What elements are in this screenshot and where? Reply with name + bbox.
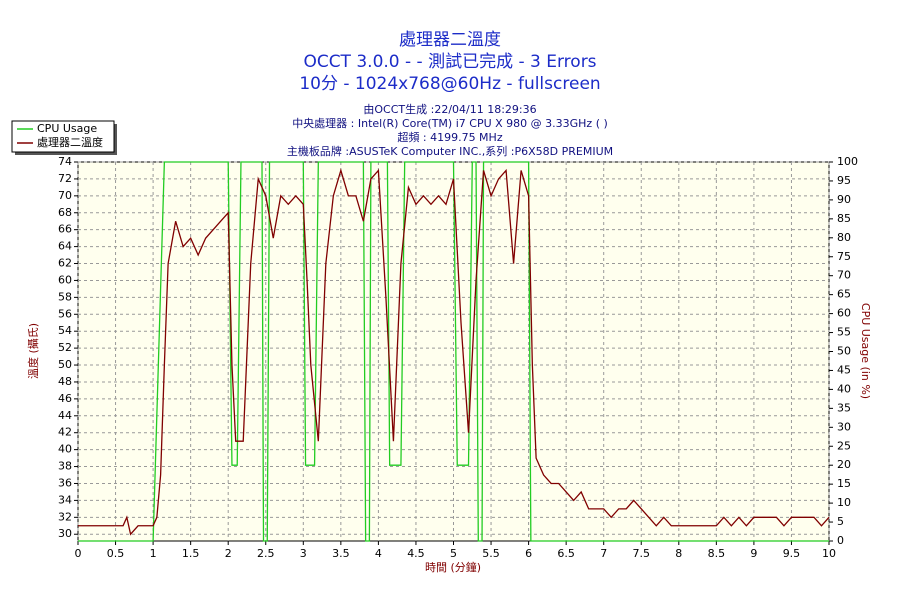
y-tick-label: 60: [58, 273, 72, 286]
chart-title: 處理器二溫度: [399, 30, 501, 50]
y-tick-label: 30: [58, 527, 72, 540]
y-tick-label: 66: [58, 223, 72, 236]
y-tick-label: 74: [58, 155, 72, 168]
x-tick-label: 2.5: [257, 547, 275, 560]
y2-tick-label: 20: [837, 458, 851, 471]
y-tick-label: 68: [58, 206, 72, 219]
x-tick-label: 0.5: [107, 547, 125, 560]
x-tick-label: 9: [750, 547, 757, 560]
chart-subtitle: OCCT 3.0.0 - - 測試已完成 - 3 Errors: [303, 52, 596, 72]
x-tick-label: 0: [75, 547, 82, 560]
y2-tick-label: 70: [837, 269, 851, 282]
x-tick-label: 6.5: [557, 547, 575, 560]
data-line: [78, 168, 830, 536]
legend-label: 處理器二溫度: [37, 135, 103, 149]
y2-tick-label: 60: [837, 307, 851, 320]
y-tick-label: 62: [58, 257, 72, 270]
x-tick-label: 5.5: [482, 547, 500, 560]
x-tick-label: 7: [600, 547, 607, 560]
y2-tick-label: 5: [837, 515, 844, 528]
y2-tick-label: 30: [837, 420, 851, 433]
x-tick-label: 5: [450, 547, 457, 560]
x-tick-label: 7.5: [633, 547, 651, 560]
x-tick-label: 1: [150, 547, 157, 560]
y2-tick-label: 95: [837, 174, 851, 187]
y2-tick-label: 100: [837, 155, 858, 168]
x-tick-label: 8: [675, 547, 682, 560]
y-tick-label: 54: [58, 324, 72, 337]
y-tick-label: 44: [58, 409, 72, 422]
y-tick-label: 58: [58, 290, 72, 303]
y2-tick-label: 0: [837, 534, 844, 547]
y2-tick-label: 40: [837, 382, 851, 395]
y-tick-label: 46: [58, 392, 72, 405]
y2-tick-label: 15: [837, 477, 851, 490]
x-tick-label: 3.5: [332, 547, 350, 560]
y-tick-label: 70: [58, 189, 72, 202]
y-tick-label: 52: [58, 341, 72, 354]
chart-subtitle: 10分 - 1024x768@60Hz - fullscreen: [299, 74, 600, 94]
y-tick-label: 50: [58, 358, 72, 371]
y2-axis-label: CPU Usage (in %): [859, 303, 872, 399]
y2-tick-label: 55: [837, 326, 851, 339]
y2-tick-label: 25: [837, 439, 851, 452]
x-tick-label: 3: [300, 547, 307, 560]
legend-label: CPU Usage: [37, 122, 97, 135]
info-line: 主機板品牌 :ASUSTeK Computer INC.,系列 :P6X58D …: [287, 144, 613, 158]
y2-tick-label: 65: [837, 288, 851, 301]
info-line: 中央處理器 : Intel(R) Core(TM) i7 CPU X 980 @…: [292, 116, 608, 130]
y-tick-label: 32: [58, 510, 72, 523]
y-tick-label: 72: [58, 172, 72, 185]
y-tick-label: 42: [58, 426, 72, 439]
y-tick-label: 38: [58, 460, 72, 473]
x-tick-label: 6: [525, 547, 532, 560]
x-axis-label: 時間 (分鐘): [425, 560, 481, 574]
y2-tick-label: 35: [837, 401, 851, 414]
y2-tick-label: 80: [837, 231, 851, 244]
y2-tick-label: 50: [837, 345, 851, 358]
x-tick-label: 4.5: [407, 547, 425, 560]
x-tick-label: 2: [225, 547, 232, 560]
y2-tick-label: 75: [837, 250, 851, 263]
y-tick-label: 40: [58, 443, 72, 456]
x-tick-label: 8.5: [708, 547, 726, 560]
x-tick-label: 9.5: [783, 547, 801, 560]
x-tick-label: 1.5: [182, 547, 200, 560]
legend: [11, 120, 115, 153]
y2-tick-label: 85: [837, 212, 851, 225]
y-tick-label: 64: [58, 240, 72, 253]
y-tick-label: 34: [58, 493, 72, 506]
y-tick-label: 36: [58, 476, 72, 489]
y2-tick-label: 90: [837, 193, 851, 206]
plot-area: [77, 161, 830, 542]
y-tick-label: 56: [58, 307, 72, 320]
y2-tick-label: 10: [837, 496, 851, 509]
info-line: 超頻 : 4199.75 MHz: [397, 130, 502, 144]
data-line: [78, 161, 829, 542]
x-tick-label: 10: [822, 547, 836, 560]
x-tick-label: 4: [375, 547, 382, 560]
y-tick-label: 48: [58, 375, 72, 388]
y2-tick-label: 45: [837, 363, 851, 376]
info-line: 由OCCT生成 :22/04/11 18:29:36: [363, 102, 536, 116]
y-axis-label: 溫度 (攝氏): [26, 323, 40, 379]
